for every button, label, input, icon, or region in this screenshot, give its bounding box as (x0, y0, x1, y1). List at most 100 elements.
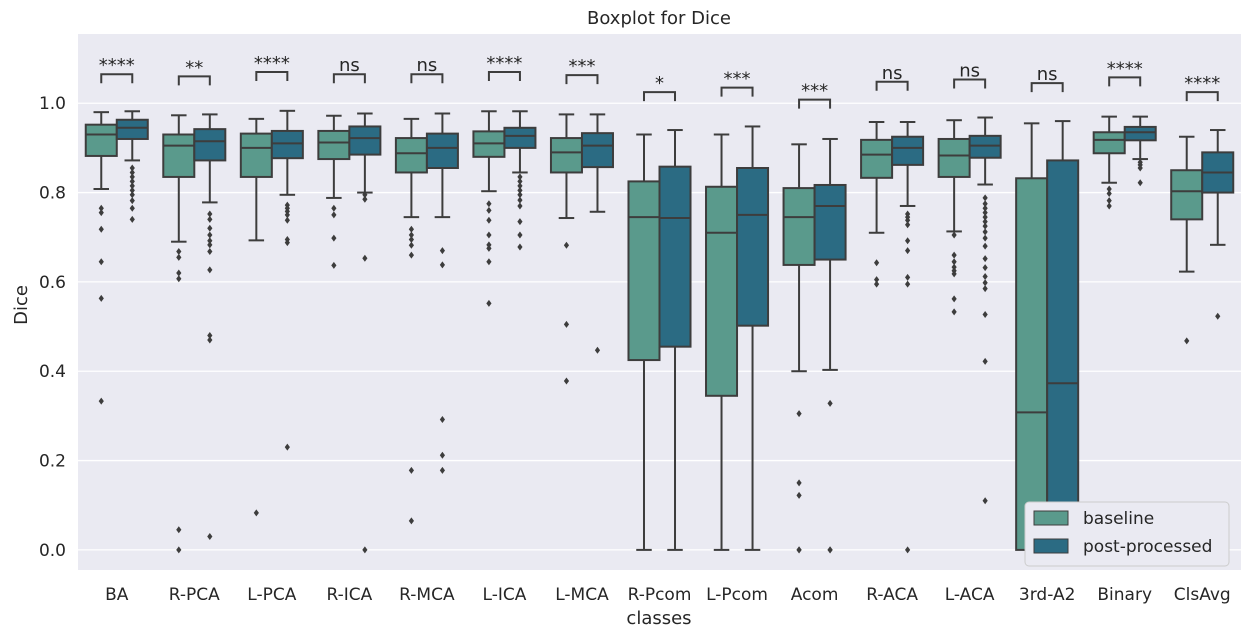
x-tick-labels: BA R-PCA L-PCA R-ICA R-MCA L-ICA L-MCA R-Pcom L-… (105, 585, 1231, 605)
box-iqr (348, 125, 382, 156)
outlier-point (439, 466, 446, 474)
outlier-point (873, 259, 880, 267)
box-iqr (1123, 125, 1157, 142)
outlier-point (873, 280, 880, 288)
box-iqr (1046, 159, 1080, 551)
box-iqr (782, 187, 816, 266)
outlier-point (284, 207, 290, 215)
outlier-point (905, 280, 911, 288)
outlier-point (98, 204, 104, 212)
x-tick-label: 3rd-A2 (1019, 585, 1076, 605)
box-post-processed-R-MCA (425, 112, 459, 474)
significance-label: ns (959, 61, 980, 82)
box-post-processed-BA (115, 110, 149, 223)
box-iqr (658, 165, 692, 348)
outlier-point (517, 202, 523, 210)
outlier-point (1215, 312, 1221, 320)
significance-bracket (720, 86, 754, 97)
outlier-point (982, 200, 988, 208)
outlier-point (207, 533, 213, 540)
significance-L-Pcom: *** (720, 69, 754, 97)
outlier-point (905, 273, 911, 281)
x-tick-label: L-Pcom (706, 585, 768, 605)
outlier-point (408, 251, 414, 259)
significance-bracket (1108, 76, 1142, 87)
outlier-point (982, 209, 988, 217)
outlier-point (905, 216, 911, 224)
outlier-point (517, 218, 523, 226)
outlier-point (439, 415, 446, 423)
outlier-point (129, 168, 135, 176)
outlier-point (486, 200, 492, 208)
outlier-point (982, 234, 988, 242)
outlier-point (207, 210, 213, 218)
outlier-point (98, 294, 104, 302)
outlier-point (176, 275, 182, 283)
significance-bracket (642, 91, 677, 102)
outlier-point (1137, 179, 1143, 187)
significance-label: ns (1037, 64, 1058, 85)
significance-ClsAvg: **** (1184, 73, 1220, 102)
legend: baseline post-processed (1024, 501, 1230, 567)
box-baseline-BA (84, 111, 118, 405)
significance-label: **** (1107, 58, 1143, 79)
outlier-point (982, 204, 988, 212)
outlier-point (253, 509, 259, 517)
outlier-point (129, 215, 135, 223)
outlier-point (982, 279, 988, 287)
significance-bracket (1030, 82, 1064, 93)
box-iqr (394, 137, 428, 174)
box-baseline-R-ICA (317, 114, 351, 269)
significance-BA: **** (99, 55, 135, 84)
significance-Binary: **** (1107, 58, 1143, 87)
y-tick-labels: 0.0 0.2 0.4 0.6 0.8 1.0 (39, 94, 66, 561)
outlier-point (873, 276, 880, 284)
outlier-point (284, 216, 290, 224)
box-iqr (580, 132, 614, 169)
outlier-point (982, 213, 988, 221)
significance-bracket (410, 73, 444, 84)
significance-bracket (798, 98, 832, 109)
box-iqr (317, 129, 351, 161)
significance-R-MCA: ns (410, 55, 444, 84)
outlier-point (284, 443, 290, 451)
x-tick-label: Acom (791, 585, 839, 605)
outlier-point (129, 182, 135, 190)
box-post-processed-ClsAvg (1201, 129, 1235, 320)
box-baseline-Acom (782, 143, 816, 554)
outlier-point (408, 241, 414, 249)
outlier-point (98, 225, 104, 233)
outlier-point (129, 191, 135, 199)
legend-label-post-processed: post-processed (1083, 537, 1212, 557)
x-axis-label: classes (626, 608, 691, 629)
outlier-point (563, 241, 570, 249)
box-post-processed-R-Pcom (658, 129, 692, 551)
box-post-processed-L-ICA (503, 110, 537, 251)
outlier-point (176, 248, 182, 256)
outlier-point (517, 191, 523, 199)
outlier-point (129, 204, 135, 212)
outlier-point (1184, 337, 1190, 345)
outlier-point (362, 195, 368, 203)
outlier-point (982, 228, 988, 236)
box-baseline-L-Pcom (705, 133, 739, 551)
box-post-processed-L-PCA (270, 109, 304, 451)
significance-bracket (177, 75, 211, 86)
box-post-processed-3rd-A2 (1046, 120, 1080, 551)
y-tick-label: 0.2 (39, 452, 66, 472)
box-baseline-3rd-A2 (1015, 122, 1049, 551)
outlier-point (594, 346, 601, 354)
outlier-point (982, 273, 988, 281)
significance-Acom: *** (798, 81, 832, 109)
box-post-processed-L-MCA (580, 113, 614, 354)
x-tick-label: L-PCA (247, 585, 296, 605)
outlier-point (98, 209, 104, 217)
box-baseline-Binary (1092, 115, 1126, 210)
outlier-point (284, 211, 290, 219)
box-iqr (193, 128, 227, 162)
box-post-processed-R-ACA (891, 120, 925, 554)
box-iqr (270, 129, 304, 160)
significance-L-PCA: **** (254, 53, 290, 81)
x-tick-label: R-Pcom (628, 585, 692, 605)
